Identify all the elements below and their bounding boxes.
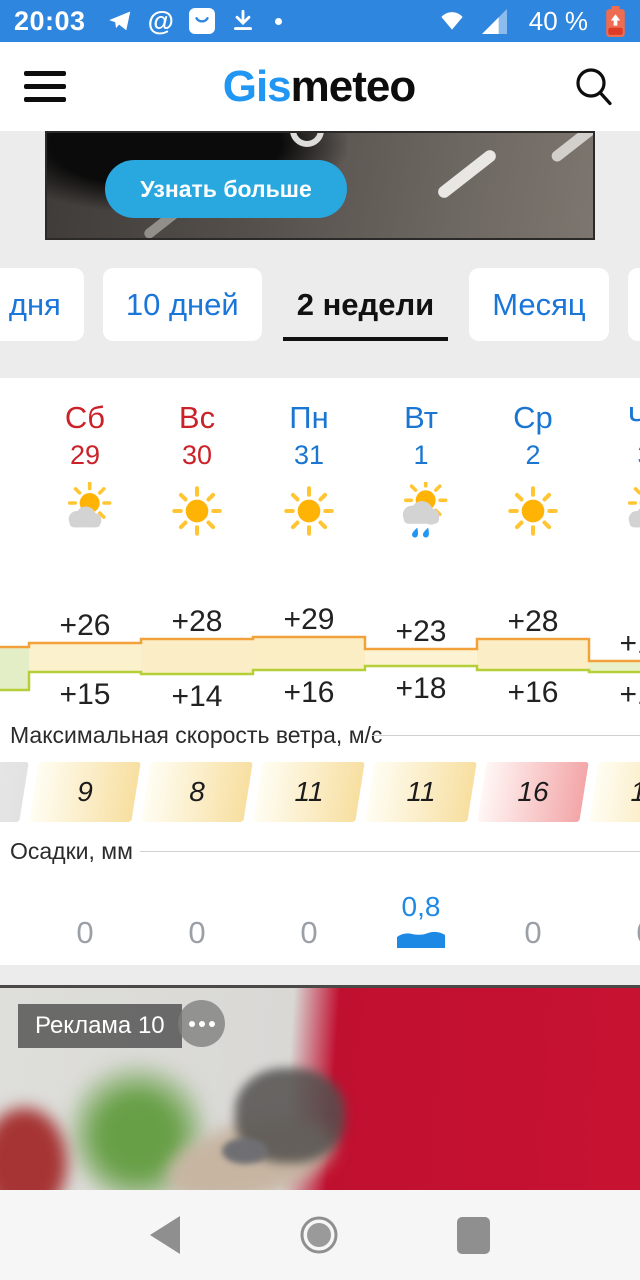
precip-section-title: Осадки, мм [10,838,133,864]
ad-label: Реклама 10 [18,1004,182,1048]
wind-cell [0,762,29,822]
sun-cloud-icon [616,482,640,540]
wind-cell-warning: 16 [477,762,589,822]
ad-red-object [0,1108,67,1190]
hamburger-icon[interactable] [24,71,66,102]
precip-value: 0 [589,915,640,951]
battery-percent: 40 % [528,5,588,36]
tab-3-days[interactable]: 3 дня [0,268,84,341]
sun-icon [0,482,2,540]
back-icon[interactable] [150,1216,180,1254]
wind-cell: 11 [589,762,640,822]
ellipsis-icon[interactable] [178,1000,225,1047]
wind-section-title: Максимальная скорость ветра, м/с [10,722,383,748]
day-date[interactable]: 2 [525,440,541,470]
wind-cell: 9 [29,762,141,822]
temp-min: +14 [171,680,223,713]
day-date[interactable]: 31 [293,440,325,470]
two-week-forecast-panel: Сб Вс Пн Вт Ср Чт 29 30 31 1 2 3 + [0,378,640,965]
day-name[interactable]: Сб [64,400,106,435]
day-name[interactable] [0,400,29,436]
wind-cell: 11 [365,762,477,822]
ad-cta-button[interactable]: Узнать больше [105,160,347,218]
app-header: Gismeteo [0,42,640,131]
precip-value: 0 [76,915,94,950]
recent-apps-icon[interactable] [457,1216,490,1254]
wind-cell: 8 [141,762,253,822]
day-names-row: Сб Вс Пн Вт Ср Чт [0,400,640,436]
home-icon[interactable] [298,1214,340,1256]
precip-bar [397,931,445,948]
weather-icons-row [0,482,640,545]
day-date[interactable]: 29 [69,440,101,470]
temp-min: +14 [619,678,640,711]
cell-signal-icon [481,8,507,34]
temp-min: +15 [59,678,111,711]
sun-rain-icon [392,482,450,540]
battery-icon [606,5,625,37]
day-dates-row: 29 30 31 1 2 3 [0,440,640,471]
precip-row: 0 0 0 0 0 [0,915,640,951]
day-name[interactable]: Пн [289,400,329,435]
sun-icon [280,482,338,540]
precip-value: 0 [524,915,542,950]
divider [372,735,640,736]
temp-max: +29 [283,603,335,636]
store-bag-icon [188,8,215,34]
period-tabs: 3 дня 10 дней 2 недели Месяц Неделя [0,268,640,344]
status-bar: 20:03 @ 40 % [0,0,640,42]
day-date[interactable]: 30 [181,440,213,470]
download-icon [233,9,252,30]
tab-week[interactable]: Неделя [627,268,640,341]
wind-row: 9 8 11 11 16 11 [0,762,640,822]
day-date[interactable]: 3 [589,440,640,471]
day-date[interactable]: 1 [413,440,429,470]
telegram-icon [108,11,130,31]
gismeteo-logo[interactable]: Gismeteo [222,61,417,111]
clock: 20:03 [14,5,86,36]
temp-max: +26 [59,609,111,642]
top-ad-banner[interactable]: Узнать больше [45,131,595,240]
wind-cell: 11 [253,762,365,822]
sun-icon [168,482,226,540]
day-name[interactable]: Вс [178,400,216,435]
temp-min: +16 [507,676,559,709]
day-name[interactable]: Вт [404,400,438,435]
ad-bracelet [222,1138,268,1164]
precip-value: 0 [300,915,318,950]
day-name[interactable]: Чт [627,400,640,435]
tab-2-weeks[interactable]: 2 недели [281,268,451,341]
tab-month[interactable]: Месяц [469,268,609,341]
temp-max: +28 [171,605,223,638]
search-icon[interactable] [572,65,616,109]
divider [140,851,640,852]
temperature-chart [0,635,640,692]
wifi-icon [441,12,463,30]
temp-max: +28 [507,605,559,638]
temp-max: +17 [619,627,640,660]
bottom-ad-banner[interactable]: Реклама 10 [0,985,640,1190]
day-name[interactable]: Ср [513,400,553,435]
at-icon: @ [147,5,174,36]
notification-dot [274,17,282,25]
temp-max: +23 [395,615,447,648]
temp-min: +16 [283,676,335,709]
tab-10-days[interactable]: 10 дней [102,268,262,341]
precip-value: 0 [188,915,206,950]
precip-value-highlight: 0,8 [401,891,441,922]
active-tab-underline [282,337,449,341]
sun-cloud-icon [56,482,114,540]
temp-min: +18 [395,672,447,705]
day-date[interactable] [0,440,29,471]
android-nav-bar [0,1190,640,1280]
sun-icon [504,482,562,540]
